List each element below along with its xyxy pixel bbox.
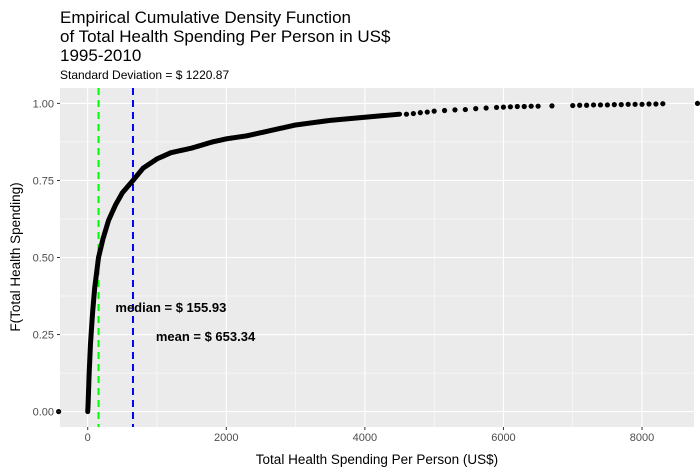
ecdf-point (597, 102, 604, 108)
ecdf-point (694, 100, 700, 107)
ecdf-point (528, 103, 534, 109)
ecdf-point (618, 102, 624, 108)
annotation-label: median = $ 155.93 (115, 300, 226, 315)
ecdf-point (625, 101, 631, 107)
x-axis-title: Total Health Spending Per Person (US$) (256, 452, 498, 467)
ecdf-point (535, 103, 541, 109)
ecdf-point (570, 102, 576, 109)
ecdf-point (632, 101, 638, 107)
ecdf-point (473, 106, 479, 112)
chart-title-line-1: Empirical Cumulative Density Function (60, 8, 351, 27)
ecdf-point (500, 104, 507, 110)
ecdf-point (493, 104, 500, 111)
ecdf-point (441, 107, 448, 114)
ecdf-point (577, 102, 583, 108)
annotations: median = $ 155.93 mean = $ 653.34 (115, 300, 256, 344)
ecdf-point (660, 101, 666, 107)
y-tick-label: 0.75 (33, 175, 54, 187)
x-tick-label: 0 (85, 432, 91, 444)
ecdf-point (646, 101, 652, 107)
ecdf-point (431, 108, 437, 114)
ecdf-point (507, 104, 513, 110)
data-marks (56, 100, 700, 415)
ecdf-point (424, 109, 430, 115)
chart-subtitle: Standard Deviation = $ 1220.87 (60, 68, 229, 82)
y-tick-label: 1.00 (33, 98, 54, 110)
ecdf-point (514, 103, 520, 110)
ecdf-point (452, 107, 458, 113)
ecdf-point (521, 103, 527, 110)
x-tick-label: 4000 (353, 432, 377, 444)
ecdf-point (653, 101, 659, 107)
grid-lines (60, 88, 694, 427)
x-tick-label: 2000 (214, 432, 238, 444)
y-tick-label: 0.50 (33, 253, 54, 265)
ecdf-point (410, 110, 416, 117)
y-tick-label: 0.00 (33, 407, 54, 419)
y-axis: 0.00 0.25 0.50 0.75 1.00 (33, 98, 60, 419)
y-axis-title: F(Total Health Spending) (8, 182, 23, 331)
ecdf-point (403, 111, 410, 117)
chart-title-line-2: of Total Health Spending Per Person in U… (60, 27, 391, 46)
chart-title-line-3: 1995-2010 (60, 46, 141, 65)
annotation-label: mean = $ 653.34 (156, 329, 256, 344)
ecdf-point (639, 101, 645, 107)
ecdf-point (590, 102, 597, 108)
x-tick-label: 6000 (491, 432, 515, 444)
x-axis: 0 2000 4000 6000 8000 (85, 427, 654, 444)
y-tick-label: 0.25 (33, 330, 54, 342)
ecdf-point (549, 103, 555, 109)
ecdf-point (483, 105, 489, 111)
ecdf-point (584, 102, 590, 108)
ecdf-point (417, 110, 423, 116)
ecdf-point (462, 106, 468, 113)
x-tick-label: 8000 (630, 432, 654, 444)
ecdf-point (611, 102, 617, 108)
ecdf-point (604, 102, 610, 108)
ecdf-curve (85, 111, 403, 415)
